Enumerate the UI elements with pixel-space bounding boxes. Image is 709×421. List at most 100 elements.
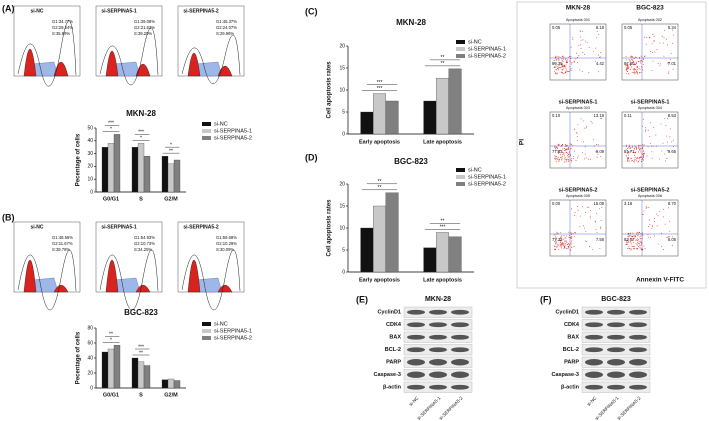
scatter-dot <box>632 236 634 238</box>
scatter-dot <box>562 242 563 244</box>
scatter-dot <box>634 154 636 156</box>
scatter-dot <box>561 158 563 160</box>
scatter-dot <box>557 158 559 160</box>
scatter-dot <box>570 232 572 234</box>
scatter-dot <box>629 63 631 65</box>
scatter-dot <box>574 150 575 152</box>
scatter-dot <box>636 232 638 234</box>
blot-band <box>451 322 469 328</box>
scatter-dot <box>638 151 640 153</box>
blot-band <box>585 322 603 328</box>
quadrant-value: 8.70 <box>668 201 677 206</box>
scatter-dot <box>633 246 635 248</box>
scatter-dot <box>561 243 562 245</box>
scatter-dot <box>600 117 602 119</box>
scatter-dot <box>557 151 559 153</box>
scatter-dot <box>627 65 629 67</box>
scatter-dot <box>653 235 655 237</box>
scatter-dot <box>596 212 598 214</box>
legend-label: si-SERPINA5-1 <box>214 328 252 334</box>
scatter-dot <box>566 158 568 160</box>
histogram-g2-peak <box>53 284 69 293</box>
scatter-dot <box>572 158 574 159</box>
blot-band <box>607 371 625 378</box>
scatter-dot <box>656 213 657 215</box>
scatter-dot <box>639 68 641 70</box>
histogram-stat: S:30.09% <box>216 247 234 252</box>
scatter-dot <box>561 144 563 146</box>
scatter-dot <box>639 243 641 245</box>
scatter-dot <box>646 36 648 38</box>
scatter-dot <box>576 136 578 138</box>
scatter-dot <box>633 71 635 73</box>
scatter-dot <box>640 62 642 64</box>
scatter-dot <box>627 235 629 237</box>
scatter-dot <box>595 47 597 49</box>
scatter-dot <box>558 69 560 71</box>
scatter-dot <box>589 217 591 219</box>
scatter-x-label: Annexin V-FITC <box>636 277 684 284</box>
scatter-dot <box>555 147 557 149</box>
quadrant-value: 77.33 <box>552 237 563 242</box>
scatter-dot <box>640 249 642 250</box>
scatter-dot <box>633 147 635 149</box>
blot-title: MKN-28 <box>425 296 451 303</box>
y-tick-label: 60 <box>87 340 93 346</box>
scatter-dot <box>597 144 599 146</box>
scatter-dot <box>571 243 573 245</box>
scatter-dot <box>577 124 579 125</box>
scatter-dot <box>565 243 567 245</box>
blot-band <box>629 334 647 340</box>
scatter-dot <box>573 128 575 130</box>
scatter-dot <box>672 236 674 238</box>
scatter-dot <box>564 237 566 239</box>
blot-band <box>629 371 647 378</box>
scatter-dot <box>649 219 650 221</box>
scatter-dot <box>655 134 657 136</box>
scatter-dot <box>642 213 644 215</box>
significance-mark: *** <box>377 80 383 86</box>
scatter-dot <box>628 147 630 149</box>
scatter-dot <box>637 73 639 75</box>
protein-label: CDK4 <box>564 322 580 328</box>
scatter-dot <box>561 72 563 74</box>
histogram-stat: G1:34.77% <box>52 19 73 24</box>
scatter-dot <box>598 54 600 56</box>
scatter-dot <box>636 61 638 63</box>
bar <box>101 147 109 193</box>
scatter-dot <box>630 150 631 152</box>
scatter-dot <box>563 55 565 57</box>
panel-label: (E) <box>356 294 368 304</box>
scatter-sample: Apoptosis 003 <box>566 106 590 110</box>
protein-label: PARP <box>386 360 401 366</box>
scatter-dot <box>573 246 575 248</box>
protein-label: BCL-2 <box>385 347 401 353</box>
blot-band <box>629 384 647 390</box>
scatter-dot <box>661 232 662 234</box>
scatter-dot <box>556 231 558 233</box>
scatter-dot <box>567 159 569 161</box>
scatter-dot <box>556 232 558 234</box>
scatter-dot <box>559 246 561 248</box>
scatter-dot <box>563 247 565 249</box>
scatter-dot <box>669 136 671 138</box>
legend-swatch <box>202 129 211 133</box>
scatter-dot <box>570 144 572 146</box>
scatter-dot <box>629 60 631 62</box>
scatter-dot <box>556 55 558 57</box>
histogram-g1-peak <box>23 259 37 293</box>
y-axis-label: Cell apoptosis rates <box>327 199 333 257</box>
scatter-dot <box>565 151 567 153</box>
scatter-dot <box>628 160 630 162</box>
scatter-dot <box>665 237 667 239</box>
scatter-dot <box>558 158 560 160</box>
scatter-dot <box>638 241 640 243</box>
scatter-dot <box>630 241 632 243</box>
scatter-dot <box>564 65 566 67</box>
scatter-dot <box>636 247 638 249</box>
scatter-dot <box>642 155 644 157</box>
scatter-dot <box>626 64 627 66</box>
histogram-stat: S:29.96% <box>216 31 234 36</box>
scatter-dot <box>638 144 640 146</box>
scatter-dot <box>566 60 568 62</box>
